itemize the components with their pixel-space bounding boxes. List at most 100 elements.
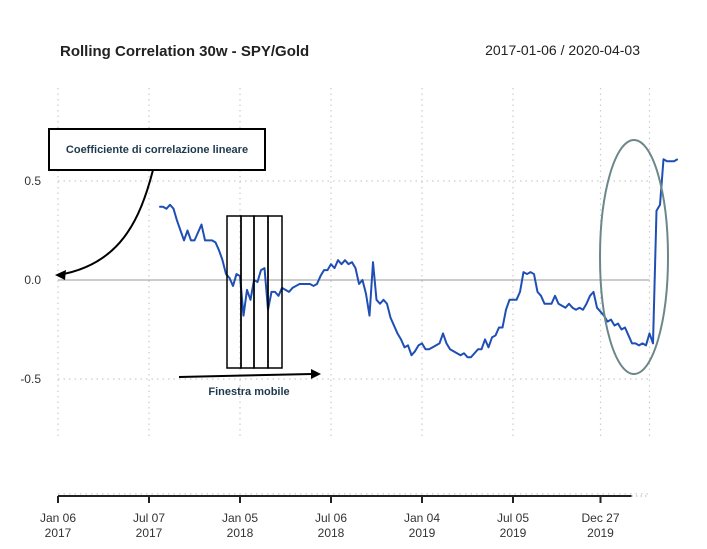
- data-point: [389, 317, 392, 319]
- data-point: [274, 291, 276, 293]
- x-tick-year-4: 2019: [409, 526, 436, 540]
- data-point: [543, 303, 546, 305]
- data-point: [344, 259, 346, 261]
- x-tick-year-5: 2019: [500, 526, 527, 540]
- data-point: [214, 241, 217, 243]
- data-point: [204, 239, 206, 241]
- data-point: [505, 309, 507, 311]
- highlight-ellipse: [599, 139, 669, 375]
- x-tick-label-1: Jul 07: [133, 511, 165, 525]
- data-point: [652, 342, 654, 344]
- data-point: [617, 322, 619, 325]
- data-point: [396, 332, 399, 335]
- data-point: [526, 273, 528, 275]
- data-point: [260, 269, 262, 271]
- data-point: [575, 309, 577, 311]
- data-point: [291, 287, 294, 289]
- data-point: [263, 267, 266, 269]
- data-point: [183, 239, 185, 241]
- data-point: [578, 307, 581, 309]
- data-point: [501, 326, 504, 329]
- series-group: [158, 158, 679, 359]
- data-point: [288, 291, 290, 293]
- data-point: [347, 263, 350, 265]
- data-point: [323, 269, 325, 271]
- data-point: [228, 277, 231, 279]
- data-point: [246, 289, 248, 291]
- data-point: [645, 344, 647, 346]
- data-point: [169, 204, 171, 206]
- data-point: [235, 273, 238, 275]
- data-point: [200, 223, 203, 226]
- data-point: [421, 342, 423, 344]
- correlation-label-box: [48, 128, 266, 171]
- data-point: [641, 342, 644, 344]
- data-point: [442, 332, 444, 335]
- data-point: [221, 259, 224, 261]
- y-tick-label-2: -0.5: [20, 372, 41, 386]
- data-point: [400, 338, 402, 340]
- data-point: [410, 354, 413, 356]
- data-point: [424, 348, 427, 350]
- data-point: [232, 285, 234, 287]
- data-point: [414, 350, 416, 352]
- data-point: [519, 291, 521, 293]
- data-point: [330, 263, 332, 265]
- data-point: [606, 320, 609, 323]
- data-point: [508, 299, 511, 301]
- data-point: [585, 303, 588, 305]
- data-point: [638, 344, 640, 346]
- data-point: [211, 239, 213, 241]
- x-tick-label-3: Jul 06: [315, 511, 347, 525]
- x-tick-label-4: Jan 04: [404, 511, 440, 525]
- data-point: [634, 342, 637, 344]
- data-point: [568, 303, 570, 305]
- data-point: [498, 326, 500, 329]
- data-point: [403, 346, 406, 348]
- data-point: [515, 299, 518, 301]
- data-point: [561, 305, 563, 307]
- data-point: [540, 295, 542, 297]
- data-point: [337, 259, 339, 261]
- data-point: [592, 291, 595, 293]
- data-point: [473, 352, 476, 354]
- data-point: [372, 261, 374, 263]
- window-box-1: [226, 215, 242, 369]
- data-point: [309, 283, 311, 285]
- data-point: [358, 283, 360, 285]
- window-arrow: [178, 373, 313, 378]
- data-point: [277, 295, 280, 297]
- data-point: [571, 307, 574, 309]
- data-point: [165, 208, 168, 210]
- data-point: [249, 299, 252, 301]
- data-point: [305, 283, 308, 285]
- data-point: [302, 283, 304, 285]
- correlation-label: Coefficiente di correlazione lineare: [66, 144, 248, 156]
- data-point: [431, 346, 434, 348]
- rolling-window-boxes: [226, 215, 283, 369]
- y-axis-ticks: 0.5 0.0 -0.5: [20, 174, 41, 386]
- data-point: [445, 342, 448, 344]
- data-point: [550, 303, 553, 305]
- data-point: [480, 348, 483, 350]
- window-label: Finestra mobile: [208, 386, 289, 398]
- data-point: [599, 311, 602, 313]
- data-point: [326, 269, 329, 271]
- x-tick-label-5: Jul 05: [497, 511, 529, 525]
- data-point: [354, 267, 357, 269]
- data-point: [589, 295, 591, 297]
- window-box-4: [267, 215, 283, 369]
- data-point: [186, 229, 189, 232]
- data-point: [351, 261, 353, 263]
- data-point: [564, 307, 567, 309]
- data-point: [218, 249, 220, 251]
- x-tick-year-6: 2019: [587, 526, 614, 540]
- data-point: [386, 303, 388, 305]
- data-point: [361, 279, 364, 281]
- data-point: [470, 356, 472, 358]
- data-point: [610, 319, 612, 321]
- data-point: [624, 326, 626, 329]
- data-point: [316, 283, 318, 285]
- data-point: [242, 315, 245, 317]
